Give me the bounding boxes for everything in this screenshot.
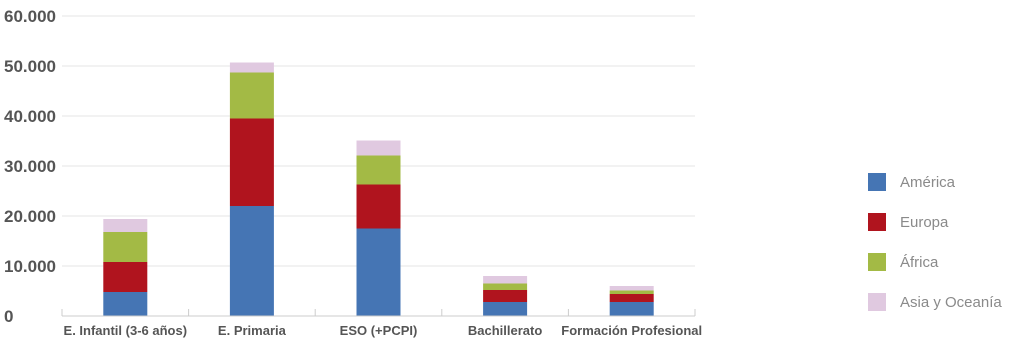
x-tick-label: Bachillerato bbox=[468, 323, 542, 338]
x-axis-ticks: E. Infantil (3-6 años) E. Primaria ESO (+P… bbox=[61, 309, 702, 338]
bar-segment bbox=[356, 228, 401, 316]
bar-segment bbox=[483, 283, 528, 290]
y-axis-ticks: 0 10.000 20.000 30.000 40.000 50.000 60.000 bbox=[4, 7, 56, 326]
x-tick-label: E. Infantil (3-6 años) bbox=[64, 323, 188, 338]
bar-segment bbox=[609, 302, 654, 316]
legend-label: África bbox=[900, 253, 939, 271]
y-tick-label: 10.000 bbox=[4, 257, 56, 276]
bar-segment bbox=[229, 62, 274, 73]
y-tick-label: 60.000 bbox=[4, 7, 56, 26]
bar-segment bbox=[356, 184, 401, 229]
bar-segment bbox=[609, 294, 654, 302]
legend-label: Asia y Oceanía bbox=[900, 293, 1002, 311]
bar-segment bbox=[483, 276, 528, 284]
bar-segment bbox=[229, 118, 274, 206]
legend-item: Asia y Oceanía bbox=[868, 292, 1014, 312]
y-tick-label: 0 bbox=[4, 307, 13, 326]
bar-segment bbox=[483, 302, 528, 316]
bar-segment bbox=[103, 219, 148, 232]
x-tick-label: Formación Profesional bbox=[561, 323, 702, 338]
legend-swatch bbox=[868, 293, 886, 311]
legend: América Europa África Asia y Oceanía bbox=[868, 172, 1014, 332]
bar-segment bbox=[609, 290, 654, 294]
legend-swatch bbox=[868, 253, 886, 271]
x-tick-label: E. Primaria bbox=[218, 323, 287, 338]
bar-segment bbox=[229, 72, 274, 119]
bar-segment bbox=[103, 292, 148, 316]
y-tick-label: 30.000 bbox=[4, 157, 56, 176]
legend-swatch bbox=[868, 213, 886, 231]
bar-segment bbox=[103, 232, 148, 262]
x-tick-label: ESO (+PCPI) bbox=[340, 323, 418, 338]
legend-item: Europa bbox=[868, 212, 1014, 232]
bar-segment bbox=[356, 140, 401, 156]
y-tick-label: 20.000 bbox=[4, 207, 56, 226]
y-tick-label: 50.000 bbox=[4, 57, 56, 76]
bar-segment bbox=[483, 290, 528, 302]
bar-segment bbox=[356, 155, 401, 185]
legend-label: Europa bbox=[900, 213, 949, 231]
legend-item: África bbox=[868, 252, 1014, 272]
bar-segment bbox=[229, 206, 274, 316]
bar-segment bbox=[609, 286, 654, 291]
legend-label: América bbox=[900, 173, 956, 191]
legend-item: América bbox=[868, 172, 1014, 192]
bar-segment bbox=[103, 262, 148, 292]
y-tick-label: 40.000 bbox=[4, 107, 56, 126]
legend-swatch bbox=[868, 173, 886, 191]
bars bbox=[103, 62, 654, 316]
